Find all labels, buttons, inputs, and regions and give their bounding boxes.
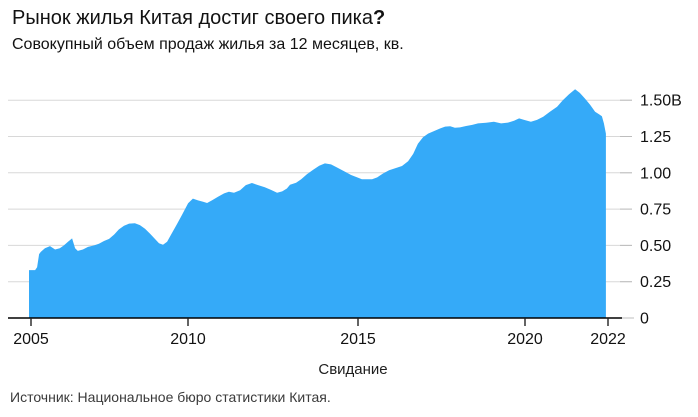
y-tick-label: 0.50 [640,238,671,255]
x-tick-label: 2010 [170,331,206,348]
x-axis-title: Свидание [318,361,388,378]
source-note: Источник: Национальное бюро статистики К… [10,389,331,405]
y-tick-label: 1.50B [640,93,682,110]
x-tick-label: 2022 [590,331,626,348]
y-tick-label: 0.75 [640,202,671,219]
y-tick-label: 0 [640,311,649,328]
y-tick-label: 0.25 [640,274,671,291]
page-title: Рынок жилья Китая достиг своего пика? [12,5,385,31]
housing-sales-area-series [29,89,606,318]
x-tick-label: 2015 [340,331,376,348]
x-tick-label: 2005 [13,331,49,348]
y-tick-label: 1.25 [640,129,671,146]
x-tick-label: 2020 [507,331,543,348]
chart-subtitle: Совокупный объем продаж жилья за 12 меся… [12,36,404,53]
y-tick-label: 1.00 [640,165,671,182]
page-title-text: Рынок жилья Китая достиг своего пика [12,7,373,29]
page-title-question-mark: ? [372,7,386,29]
